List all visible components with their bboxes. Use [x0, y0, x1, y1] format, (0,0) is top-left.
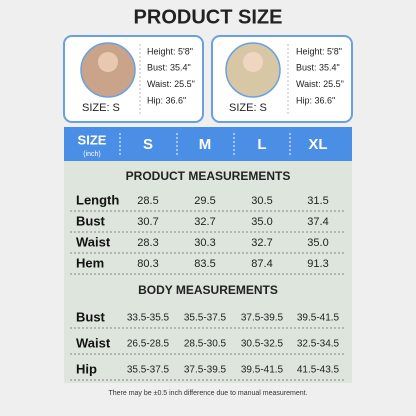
cell: 35.5-37.5: [127, 365, 170, 376]
row-label: Bust: [76, 213, 106, 228]
cell: 26.5-28.5: [127, 339, 170, 350]
row-label: Hip: [76, 361, 97, 376]
model-stat: Hip: 36.6": [296, 95, 335, 105]
cell: 28.5-30.5: [184, 339, 227, 350]
title: PRODUCT SIZE: [134, 6, 283, 28]
cell: 80.3: [137, 258, 158, 270]
section-title: BODY MEASUREMENTS: [138, 283, 278, 297]
cell: 39.5-41.5: [297, 313, 340, 324]
row-label: Hem: [76, 255, 104, 270]
row-label: Waist: [76, 335, 111, 350]
model-face: [98, 52, 118, 72]
cell: 32.5-34.5: [297, 339, 340, 350]
cell: 37.4: [307, 216, 328, 228]
model-stat: Hip: 36.6": [147, 95, 186, 105]
model-face: [243, 52, 263, 72]
cell: 91.3: [307, 258, 328, 270]
size-unit: (inch): [83, 151, 101, 158]
model-size: SIZE: S: [82, 102, 120, 114]
size-label: L: [257, 136, 266, 153]
table-background: [64, 127, 352, 383]
size-label: XL: [308, 136, 327, 153]
section-title: PRODUCT MEASUREMENTS: [126, 169, 291, 183]
cell: 41.5-43.5: [297, 365, 340, 376]
cell: 29.5: [194, 195, 215, 207]
cell: 30.3: [194, 237, 215, 249]
model-stat: Bust: 35.4": [296, 63, 340, 73]
row-label: Waist: [76, 234, 111, 249]
cell: 37.5-39.5: [184, 365, 227, 376]
cell: 35.0: [307, 237, 328, 249]
cell: 32.7: [194, 216, 215, 228]
cell: 87.4: [251, 258, 272, 270]
cell: 33.5-35.5: [127, 313, 170, 324]
cell: 30.5-32.5: [241, 339, 284, 350]
table-header: [64, 127, 352, 161]
cell: 32.7: [251, 237, 272, 249]
model-stat: Height: 5'8": [147, 46, 193, 56]
cell: 31.5: [307, 195, 328, 207]
size-header: SIZE: [78, 132, 107, 147]
size-label: M: [199, 136, 212, 153]
size-label: S: [143, 136, 153, 153]
cell: 39.5-41.5: [241, 365, 284, 376]
model-stat: Waist: 25.5": [296, 79, 344, 89]
model-stat: Waist: 25.5": [147, 79, 195, 89]
row-label: Length: [76, 192, 119, 207]
cell: 35.5-37.5: [184, 313, 227, 324]
cell: 37.5-39.5: [241, 313, 284, 324]
cell: 35.0: [251, 216, 272, 228]
model-stat: Height: 5'8": [296, 46, 342, 56]
cell: 30.7: [137, 216, 158, 228]
model-size: SIZE: S: [229, 102, 267, 114]
footnote: There may be ±0.5 inch difference due to…: [108, 390, 307, 397]
cell: 28.5: [137, 195, 158, 207]
model-stat: Bust: 35.4": [147, 63, 191, 73]
cell: 83.5: [194, 258, 215, 270]
cell: 30.5: [251, 195, 272, 207]
cell: 28.3: [137, 237, 158, 249]
row-label: Bust: [76, 309, 106, 324]
